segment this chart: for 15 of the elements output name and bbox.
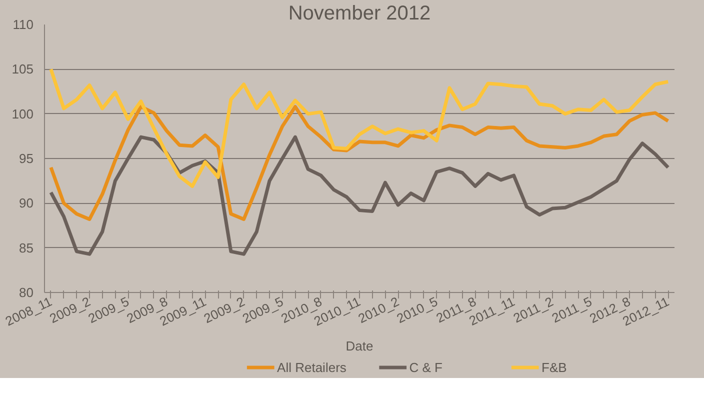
legend-label: C & F — [409, 360, 443, 375]
y-tick-label: 100 — [12, 106, 34, 122]
legend-label: F&B — [542, 360, 567, 375]
x-axis-title: Date — [346, 338, 374, 354]
legend-label: All Retailers — [277, 360, 347, 375]
chart-title: November 2012 — [288, 2, 431, 24]
y-tick-label: 105 — [12, 62, 34, 77]
y-tick-label: 80 — [19, 285, 34, 300]
y-tick-label: 95 — [19, 151, 34, 166]
y-tick-label: 85 — [19, 240, 34, 256]
line-series — [49, 104, 670, 221]
y-tick-label: 110 — [12, 17, 34, 32]
y-tick-label: 90 — [19, 196, 34, 211]
line-series — [49, 135, 670, 256]
line-series — [49, 67, 670, 188]
